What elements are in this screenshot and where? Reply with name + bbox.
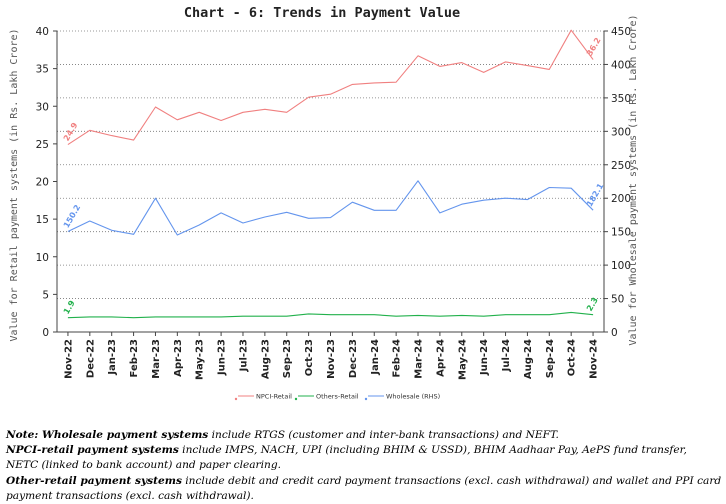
x-tick-label: Apr-24 [435, 339, 446, 377]
notes: Note: Wholesale payment systems include … [6, 428, 722, 504]
x-tick-label: Feb-23 [129, 339, 140, 377]
legend: NPCI-Retail Others-Retail Wholesale (RHS) [234, 393, 440, 401]
x-tick-label: Feb-24 [392, 339, 403, 377]
y-tick-label: 20 [36, 177, 49, 189]
x-tick-label: Dec-23 [348, 339, 359, 378]
y-tick-label: 30 [36, 101, 49, 113]
y-tick-label: 25 [36, 139, 49, 151]
y-tick-label: 40 [36, 26, 49, 38]
x-tick-label: Jun-24 [479, 339, 490, 376]
x-tick-label: Jul-23 [238, 339, 249, 372]
y2-tick-label: 0 [611, 327, 618, 339]
y2-tick-label: 200 [611, 193, 631, 205]
chart-title: Chart - 6: Trends in Payment Value [184, 5, 460, 21]
series-line-2 [67, 180, 594, 236]
y2-tick-label: 250 [611, 160, 631, 172]
x-tick-label: Jul-24 [501, 339, 512, 372]
y2-axis-label: Value for Wholesale payment systems (in … [628, 14, 639, 345]
y-tick-label: 10 [36, 252, 49, 264]
x-tick-label: May-24 [457, 339, 468, 380]
x-tick-label: Dec-22 [85, 339, 96, 378]
y2-tick-label: 350 [611, 93, 631, 105]
y-tick-label: 5 [42, 289, 49, 301]
x-tick-label: Nov-24 [589, 339, 600, 379]
legend-entry: Wholesale (RHS) [386, 393, 440, 401]
x-tick-label: Oct-23 [304, 339, 315, 376]
y-tick-label: 0 [42, 327, 49, 339]
payment-value-chart: Chart - 6: Trends in Payment Value 0 5 10 1… [9, 5, 639, 401]
x-tick-label: Aug-24 [523, 339, 534, 379]
legend-marker [294, 397, 298, 401]
legend-entry: NPCI-Retail [256, 393, 292, 401]
y2-tick-label: 450 [611, 26, 631, 38]
x-tick-label: May-23 [195, 339, 206, 380]
x-tick-label: Mar-23 [151, 339, 162, 379]
x-tick-label: Jan-23 [107, 339, 118, 376]
x-tick-label: Aug-23 [260, 339, 271, 379]
y-tick-label: 35 [36, 64, 49, 76]
gridlines [57, 30, 604, 299]
x-tick-label: Nov-23 [326, 339, 337, 379]
x-tick-label: Nov-22 [63, 339, 74, 379]
legend-marker [364, 397, 368, 401]
note-npci-retail: NPCI-retail payment systems include IMPS… [6, 444, 687, 472]
y2-tick-label: 300 [611, 126, 631, 138]
data-label-first: 24.9 [62, 121, 80, 143]
legend-marker [234, 397, 238, 401]
data-label-first: 1.9 [62, 299, 77, 316]
data-label-last: 182.1 [585, 181, 606, 208]
y2-tick-label: 50 [611, 294, 624, 306]
y2-tick-label: 100 [611, 260, 631, 272]
x-tick-label: Sep-24 [545, 339, 556, 378]
legend-entry: Others-Retail [316, 393, 359, 401]
y2-tick-label: 150 [611, 227, 631, 239]
x-tick-label: Oct-24 [567, 339, 578, 376]
series-lines [67, 29, 594, 319]
x-tick-label: Apr-23 [173, 339, 184, 377]
x-tick-label: Jun-23 [217, 339, 228, 376]
series-line-0 [67, 29, 594, 146]
y2-tick-label: 400 [611, 59, 631, 71]
data-label-last: 36.2 [585, 36, 603, 58]
x-tick-label: Sep-23 [282, 339, 293, 378]
x-tick-label: Jan-24 [370, 339, 381, 376]
y-axis-label: Value for Retail payment systems (in Rs.… [9, 28, 20, 341]
x-tick-label: Mar-24 [414, 339, 425, 379]
axes: 0510152025303540050100150200250300350400… [36, 26, 631, 380]
y-tick-label: 15 [36, 214, 49, 226]
series-line-1 [67, 311, 594, 319]
note-wholesale: Note: Wholesale payment systems include … [6, 429, 559, 441]
note-other-retail: Other-retail payment systems include deb… [6, 474, 722, 502]
